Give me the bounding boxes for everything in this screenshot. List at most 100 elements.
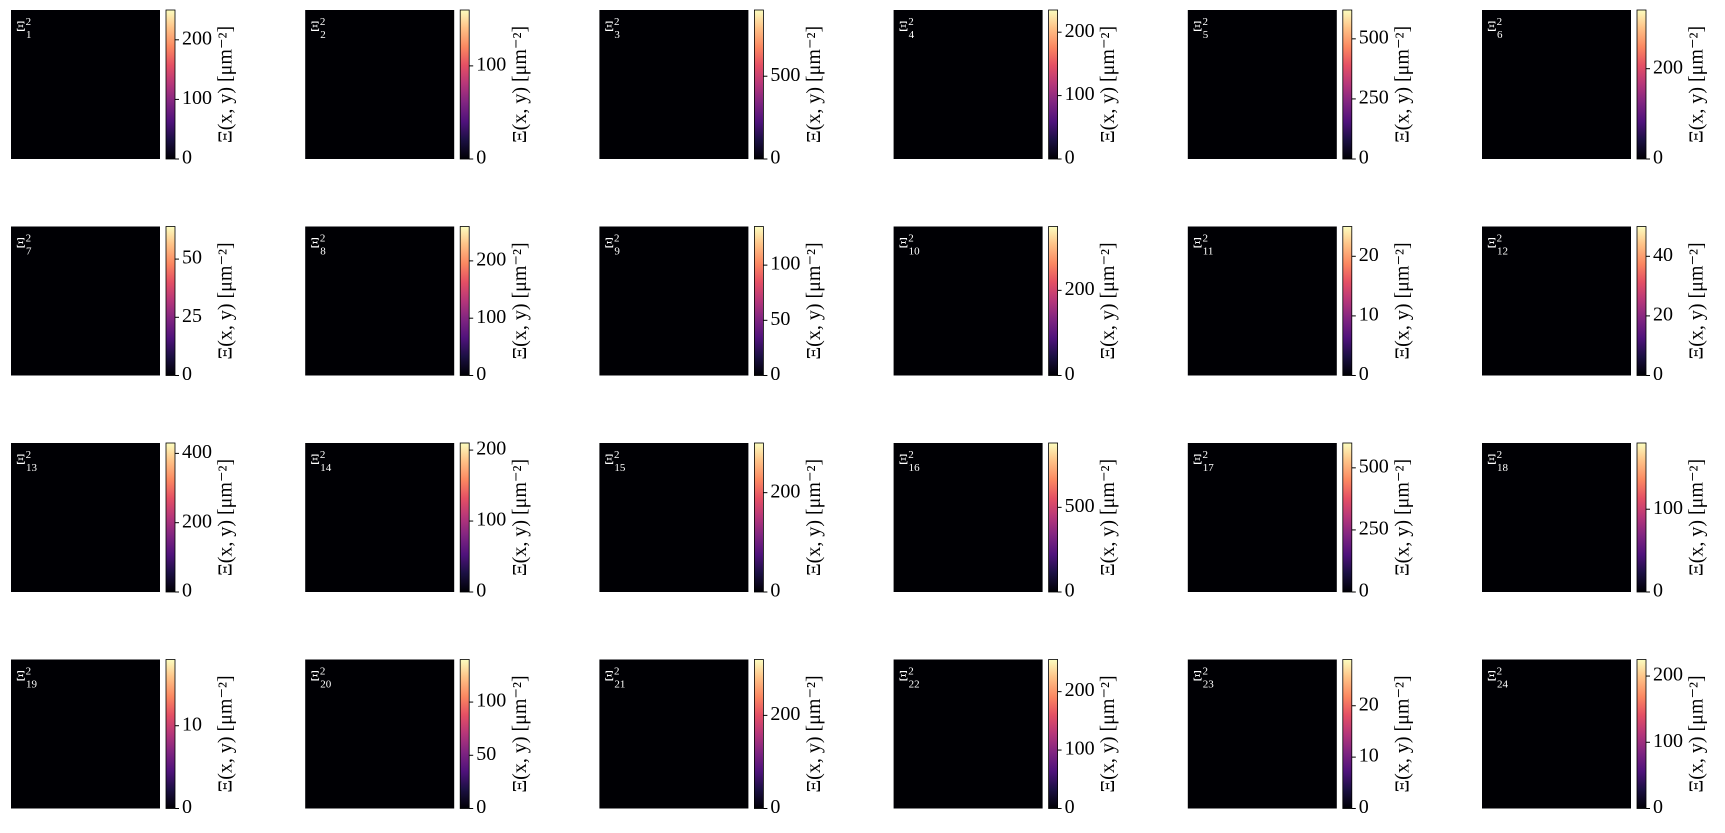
colorbar-label: Ξ(x, y) [μm⁻²] [1686,242,1708,359]
label-sup: 2 [320,665,326,677]
colorbar-tick-label: 10 [1359,303,1379,325]
colorbar [1636,9,1647,160]
label-base: Ξ [16,669,26,685]
panel-label: Ξ2 13 [16,449,38,474]
colorbar-label: Ξ(x, y) [μm⁻²] [215,459,237,576]
colorbar-label: Ξ(x, y) [μm⁻²] [1391,242,1413,359]
label-sup: 2 [26,449,32,461]
panel-label: Ξ2 22 [899,665,920,690]
label-base: Ξ [310,452,320,468]
heatmap [1187,659,1337,809]
heatmap [893,226,1043,376]
colorbar-tick-label: 100 [476,509,506,531]
label-base: Ξ [1193,236,1203,252]
label-base: Ξ [1487,19,1497,35]
colorbar [754,226,764,376]
colorbar [459,442,470,593]
panel-label: Ξ2 16 [899,449,921,474]
colorbar-label: Ξ(x, y) [μm⁻²] [509,26,531,143]
label-sub: 10 [909,245,921,257]
label-sup: 2 [614,449,620,461]
colorbar [1636,226,1647,376]
label-base: Ξ [899,669,909,685]
colorbar-tick-label: 200 [1653,56,1683,78]
colorbar-tick-label: 20 [1653,303,1673,325]
colorbar [1342,659,1353,809]
colorbar-tick-label: 20 [1359,693,1379,715]
label-base: Ξ [1193,669,1203,685]
label-sup: 2 [26,232,32,244]
colorbar-label: Ξ(x, y) [μm⁻²] [1686,459,1708,576]
panel-label: Ξ2 11 [1193,232,1214,257]
label-sub: 15 [614,462,626,474]
colorbar [1636,442,1647,593]
colorbar-label: Ξ(x, y) [μm⁻²] [1391,675,1413,792]
label-sup: 2 [1202,665,1208,677]
colorbar-label: Ξ(x, y) [μm⁻²] [1097,675,1119,792]
colorbar-tick-label: 200 [770,480,800,502]
colorbar-tick-label: 0 [1359,147,1369,169]
colorbar-tick-label: 0 [1359,363,1369,385]
panel-label: Ξ2 9 [604,232,620,257]
label-sub: 3 [614,29,620,41]
colorbar-tick-label: 0 [1653,580,1663,602]
colorbar-tick-label: 10 [182,713,202,735]
colorbar-label: Ξ(x, y) [μm⁻²] [1097,242,1119,359]
colorbar-tick-label: 100 [182,87,212,109]
panel-label: Ξ2 6 [1487,16,1503,41]
colorbar-label: Ξ(x, y) [μm⁻²] [1097,26,1119,143]
label-sub: 2 [320,29,326,41]
label-sup: 2 [1497,449,1503,461]
colorbar-tick-label: 250 [1359,518,1389,540]
panel-label: Ξ2 4 [899,16,915,41]
label-base: Ξ [310,236,320,252]
colorbar-tick-label: 500 [1359,455,1389,477]
label-base: Ξ [604,452,614,468]
colorbar-tick-label: 200 [1065,679,1095,701]
label-sup: 2 [320,16,326,28]
label-base: Ξ [16,236,26,252]
colorbar-label: Ξ(x, y) [μm⁻²] [509,242,531,359]
label-sub: 17 [1203,462,1215,474]
colorbar-tick-label: 500 [770,64,800,86]
label-sup: 2 [908,16,914,28]
colorbar-tick-label: 100 [1653,497,1683,519]
panel-label: Ξ2 10 [899,232,921,257]
colorbar [165,226,176,376]
heatmap [893,10,1043,159]
label-sub: 24 [1497,678,1509,690]
label-sup: 2 [614,665,620,677]
label-sub: 21 [614,678,625,690]
heatmap [1482,226,1631,376]
colorbar-label: Ξ(x, y) [μm⁻²] [1391,26,1413,143]
colorbar-tick-label: 0 [476,147,486,169]
colorbar-tick-label: 100 [476,306,506,328]
colorbar [165,9,176,160]
label-sub: 22 [909,678,920,690]
label-sup: 2 [26,16,32,28]
label-sup: 2 [614,16,620,28]
label-sup: 2 [1202,449,1208,461]
heatmap [893,443,1043,592]
label-sup: 2 [908,449,914,461]
label-sup: 2 [1497,232,1503,244]
colorbar [1342,9,1353,160]
colorbar-tick-label: 0 [1653,796,1663,818]
colorbar-tick-label: 200 [770,703,800,725]
label-base: Ξ [604,236,614,252]
heatmap [599,659,749,809]
colorbar-tick-label: 100 [1065,738,1095,760]
label-sup: 2 [1202,232,1208,244]
colorbar-tick-label: 0 [770,796,780,818]
label-sub: 8 [320,245,326,257]
label-base: Ξ [16,19,26,35]
label-sub: 14 [320,462,332,474]
colorbar-tick-label: 0 [770,147,780,169]
heatmap [1482,659,1631,809]
heatmap [11,10,160,159]
colorbar-label: Ξ(x, y) [μm⁻²] [803,26,825,143]
colorbar-tick-label: 0 [1359,796,1369,818]
colorbar [459,226,470,376]
colorbar-tick-label: 200 [1065,278,1095,300]
